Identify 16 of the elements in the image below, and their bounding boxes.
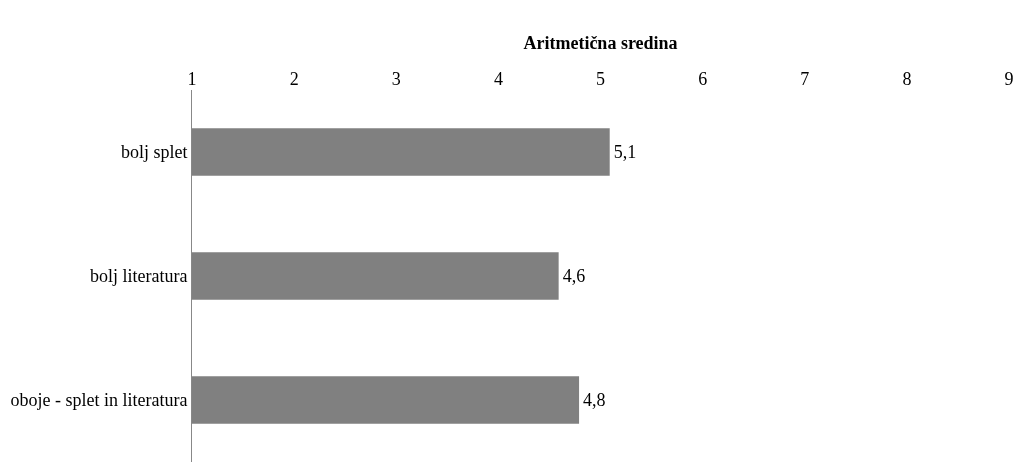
x-tick-label: 5 <box>596 69 605 90</box>
x-tick-label: 8 <box>902 69 912 90</box>
x-tick-label: 4 <box>493 69 503 90</box>
data-label: 5,1 <box>613 142 637 162</box>
x-tick-label: 6 <box>698 69 708 90</box>
x-tick-label: 7 <box>800 69 810 90</box>
x-tick-label: 1 <box>187 69 197 90</box>
x-axis-title: Aritmetična sredina <box>523 32 678 53</box>
x-tick-label: 3 <box>391 69 401 90</box>
data-label: 4,8 <box>583 390 606 410</box>
y-tick-label: bolj literatura <box>89 266 188 287</box>
y-tick-label: oboje - splet in literatura <box>10 390 188 411</box>
y-tick-label: bolj splet <box>120 142 188 163</box>
data-label: 4,6 <box>562 266 586 286</box>
x-tick-label: 9 <box>1004 69 1014 90</box>
x-tick-label: 2 <box>289 69 299 90</box>
